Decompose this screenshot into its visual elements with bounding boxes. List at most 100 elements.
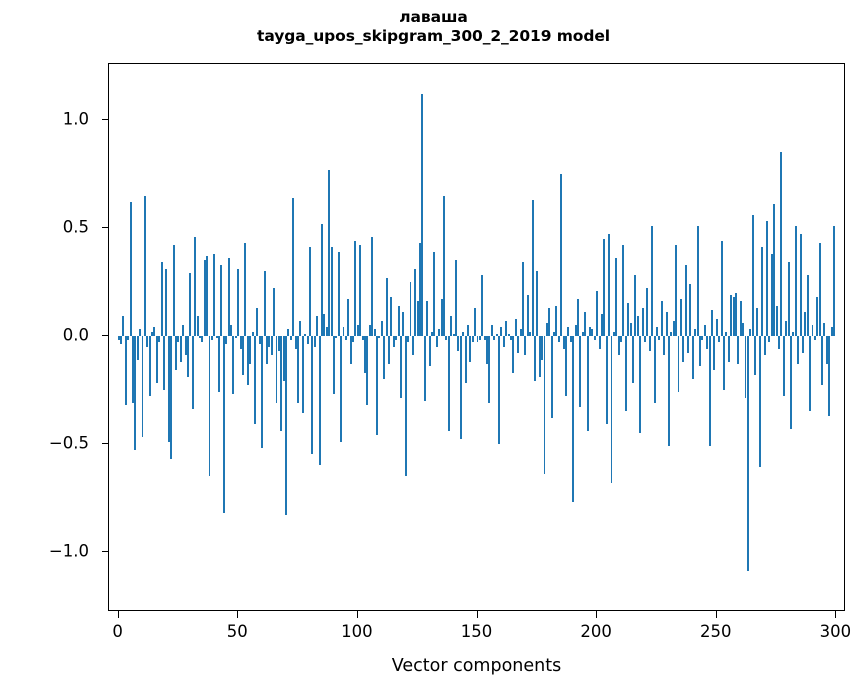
bar [383, 335, 386, 379]
bar [493, 335, 496, 341]
bar [447, 335, 450, 431]
bar [328, 169, 331, 336]
bar [258, 335, 261, 345]
bar [440, 299, 443, 336]
bar [646, 288, 649, 336]
bar [749, 329, 752, 336]
bar [256, 307, 259, 336]
bar [699, 335, 701, 367]
bar [186, 335, 189, 377]
bar [285, 335, 288, 515]
bar [816, 297, 819, 336]
bar [713, 335, 716, 371]
bar [574, 325, 577, 336]
bar [332, 335, 335, 395]
bar [261, 335, 264, 449]
bar [371, 236, 374, 336]
bar [644, 335, 646, 343]
bar [404, 335, 407, 477]
bar [768, 335, 771, 343]
y-tick-label: 0.5 [62, 217, 89, 237]
bar [524, 335, 527, 356]
bar [543, 335, 546, 474]
bar [378, 335, 381, 338]
bar [131, 335, 134, 403]
bar [471, 335, 474, 343]
bar [459, 335, 462, 440]
bar [780, 152, 783, 336]
bar [541, 335, 544, 360]
bar [830, 327, 833, 336]
bar [151, 331, 154, 336]
bar [265, 335, 268, 364]
bar [146, 335, 149, 347]
bar [804, 312, 807, 336]
bar [667, 335, 670, 446]
x-tick-mark [237, 611, 239, 618]
bar [739, 301, 742, 336]
bar [502, 335, 505, 347]
bar [770, 253, 773, 336]
bar [584, 312, 587, 336]
y-tick-mark [101, 550, 108, 552]
bar [756, 307, 759, 336]
bar [316, 316, 319, 336]
bar [395, 335, 398, 341]
bar [591, 329, 594, 336]
bar [811, 325, 814, 336]
bar [407, 335, 410, 343]
chart-title-block: лаваша tayga_upos_skipgram_300_2_2019 mo… [0, 8, 867, 46]
bar [253, 335, 256, 425]
bar [330, 247, 333, 336]
bar [682, 335, 685, 362]
bar [742, 322, 745, 336]
bar [634, 275, 637, 336]
bar [538, 335, 541, 377]
bar [184, 335, 187, 356]
bar [318, 335, 321, 466]
bar [361, 335, 364, 341]
x-tick-label: 200 [580, 622, 612, 641]
y-tick-mark [101, 226, 108, 228]
bar [280, 335, 283, 431]
bar [311, 335, 314, 455]
bar [789, 335, 792, 429]
bar [536, 271, 539, 336]
bar [689, 284, 692, 336]
bar [201, 335, 204, 343]
bar [665, 312, 668, 336]
bar [617, 335, 620, 356]
bar [239, 335, 242, 349]
bar [792, 331, 795, 336]
bar [763, 335, 766, 356]
bar [718, 335, 721, 343]
bar [550, 335, 553, 418]
x-tick-mark [476, 611, 478, 618]
bar [608, 234, 611, 336]
bar [603, 238, 606, 336]
bar [313, 335, 316, 347]
bar [636, 316, 639, 336]
bar [263, 271, 266, 336]
bar [476, 335, 479, 343]
bar [483, 335, 486, 341]
bar [218, 335, 221, 392]
bar [335, 335, 338, 338]
bar [588, 327, 591, 336]
bar [751, 215, 754, 336]
bar [632, 335, 634, 384]
bar [203, 260, 206, 336]
bar [320, 223, 323, 336]
bar [773, 204, 776, 336]
bar [809, 335, 812, 412]
bar [347, 299, 350, 336]
bar [244, 243, 247, 336]
bar [725, 331, 728, 336]
bar [703, 325, 706, 336]
bar [758, 335, 761, 468]
bar [828, 335, 831, 416]
bar [529, 331, 532, 336]
bar [268, 335, 271, 347]
bar [387, 335, 390, 364]
bar [119, 335, 122, 345]
